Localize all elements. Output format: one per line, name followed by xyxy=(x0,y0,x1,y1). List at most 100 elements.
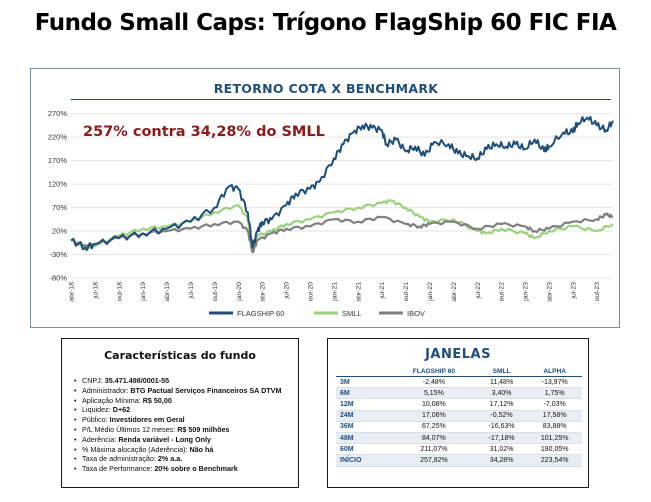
x-tick-label: jan-19 xyxy=(140,282,147,302)
fund-characteristic-value: Renda variável - Long Only xyxy=(118,434,212,444)
legend-label: IBOV xyxy=(407,309,425,318)
line-chart: -80% -30% 20% 70% 120% 170% 220% 270% abr-18 jul-… xyxy=(48,109,614,318)
fund-characteristic-item: • Administrador: BTG Pactual Serviços Fin… xyxy=(74,386,298,396)
bullet-icon: • xyxy=(74,454,77,464)
bullet-icon: • xyxy=(74,395,77,405)
fund-characteristics-list: • CNPJ: 35.471.498/0001-55 • Administrador:… xyxy=(62,376,298,474)
chart-title: RETORNO COTA X BENCHMARK xyxy=(213,81,439,96)
flagship-return: -2,48% xyxy=(392,376,476,389)
flagship-return: 84,07% xyxy=(392,432,476,445)
fund-characteristic-value: 20% sobre o Benchmark xyxy=(154,464,238,474)
series-line-smll xyxy=(71,199,614,254)
chart-annotation: 257% contra 34,28% do SMLL xyxy=(83,124,325,140)
flagship-return: 211,07% xyxy=(392,443,476,456)
bullet-icon: • xyxy=(74,376,77,385)
x-tick-label: out-22 xyxy=(499,282,506,301)
fund-characteristic-label: Taxa de Performance: xyxy=(82,464,155,474)
table-row: 6M 5,15% 3,40% 1,75% xyxy=(336,387,582,400)
bullet-icon: • xyxy=(74,434,77,444)
bullet-icon: • xyxy=(74,464,77,474)
fund-characteristic-label: CNPJ: xyxy=(82,376,105,385)
fund-characteristic-value: D+62 xyxy=(112,405,131,415)
bullet-icon: • xyxy=(74,415,77,425)
x-tick-label: abr-21 xyxy=(355,282,362,302)
x-tick-label: out-20 xyxy=(307,282,314,301)
fund-characteristic-value: R$ 509 milhões xyxy=(177,424,230,434)
fund-characteristic-label: P/L Médio Últimos 12 meses: xyxy=(82,424,178,434)
smll-return: 3,40% xyxy=(475,387,528,400)
smll-return: 34,28% xyxy=(475,454,528,467)
fund-characteristic-item: • Aplicação Mínima: R$ 50,00 xyxy=(74,396,298,406)
bullet-icon: • xyxy=(74,385,77,395)
window-label: 24M xyxy=(336,410,392,422)
window-label: 36M xyxy=(336,421,392,433)
fund-characteristic-value: 2% a.a. xyxy=(157,454,183,464)
chart-panel: RETORNO COTA X BENCHMARK -80% -30% 20% 70% 1… xyxy=(30,68,620,328)
bullet-icon: • xyxy=(74,405,77,415)
alpha-value: 83,88% xyxy=(527,421,582,433)
fund-characteristic-label: Aderência: xyxy=(82,434,119,444)
x-tick-label: out-23 xyxy=(594,282,601,301)
table-row: 36M 67,25% -16,63% 83,88% xyxy=(336,421,582,433)
y-tick-label: -30% xyxy=(49,250,67,259)
fund-characteristic-value: Não há xyxy=(189,444,214,454)
fund-characteristic-label: Administrador: xyxy=(82,385,131,395)
fund-characteristic-label: Público: xyxy=(82,415,110,425)
flagship-return: 17,06% xyxy=(392,410,476,422)
x-tick-label: jul-23 xyxy=(570,282,577,300)
fund-characteristic-value: BTG Pactual Serviços Financeiros SA DTVM xyxy=(130,385,282,395)
x-tick-label: abr-22 xyxy=(451,282,458,302)
windows-title: JANELAS xyxy=(425,347,491,362)
x-tick-label: jan-21 xyxy=(331,282,338,302)
y-tick-label: 120% xyxy=(48,180,68,189)
alpha-value: -13,97% xyxy=(527,376,582,389)
smll-return: -0,52% xyxy=(475,410,528,422)
table-row: 60M 211,07% 31,02% 180,05% xyxy=(336,443,582,456)
bullet-icon: • xyxy=(74,444,77,454)
flagship-return: 10,08% xyxy=(392,398,476,411)
smll-return: -16,63% xyxy=(475,421,528,433)
windows-panel: JANELAS FLAGSHIP 60 SMLL ALPHA 3M -2,48% 11,… xyxy=(327,338,589,488)
table-row: 48M 84,07% -17,18% 101,25% xyxy=(336,432,582,445)
x-tick-label: jan-20 xyxy=(236,282,243,302)
x-tick-label: jul-22 xyxy=(475,282,482,300)
chart-title-rule xyxy=(71,99,611,100)
y-tick-label: -80% xyxy=(49,274,67,283)
table-row: 12M 10,08% 17,12% -7,03% xyxy=(336,398,582,411)
fund-characteristic-label: Aplicação Mínima: xyxy=(82,395,143,405)
y-tick-label: 20% xyxy=(52,227,67,236)
x-tick-label: jan-23 xyxy=(523,282,530,302)
windows-table: FLAGSHIP 60 SMLL ALPHA 3M -2,48% 11,48% -13,9… xyxy=(336,366,582,467)
fund-characteristic-item: • % Máxima alocação (Aderência): Não há xyxy=(74,445,298,455)
x-tick-label: abr-20 xyxy=(260,282,267,302)
windows-column-header: ALPHA xyxy=(527,366,582,377)
fund-characteristic-item: • Público: Investidores em Geral xyxy=(74,415,298,425)
x-tick-label: out-19 xyxy=(212,282,219,301)
smll-return: 17,12% xyxy=(475,398,528,411)
window-label: INÍCIO xyxy=(336,454,392,467)
flagship-return: 5,15% xyxy=(392,387,476,400)
table-row: 3M -2,48% 11,48% -13,97% xyxy=(336,376,582,389)
smll-return: -17,18% xyxy=(475,432,528,445)
windows-column-header: FLAGSHIP 60 xyxy=(392,366,476,377)
windows-column-header xyxy=(336,366,392,377)
y-tick-label: 270% xyxy=(48,109,68,118)
fund-characteristic-item: • Taxa de administração: 2% a.a. xyxy=(74,454,298,464)
x-tick-label: out-18 xyxy=(116,282,123,301)
windows-header-row: FLAGSHIP 60 SMLL ALPHA xyxy=(336,366,582,377)
smll-return: 31,02% xyxy=(475,443,528,456)
fund-characteristic-value: Investidores em Geral xyxy=(109,415,185,425)
table-row: 24M 17,06% -0,52% 17,58% xyxy=(336,410,582,422)
smll-return: 11,48% xyxy=(475,376,528,389)
flagship-return: 67,25% xyxy=(392,421,476,433)
table-row: INÍCIO 257,82% 34,28% 223,54% xyxy=(336,454,582,467)
window-label: 48M xyxy=(336,432,392,445)
alpha-value: 223,54% xyxy=(527,454,582,467)
x-tick-label: out-21 xyxy=(403,282,410,301)
alpha-value: 101,25% xyxy=(527,432,582,445)
fund-characteristic-item: • CNPJ: 35.471.498/0001-55 xyxy=(74,376,298,386)
alpha-value: 180,05% xyxy=(527,443,582,456)
fund-characteristics-panel: Características do fundo • CNPJ: 35.471.4… xyxy=(61,338,299,488)
window-label: 12M xyxy=(336,398,392,411)
window-label: 6M xyxy=(336,387,392,400)
